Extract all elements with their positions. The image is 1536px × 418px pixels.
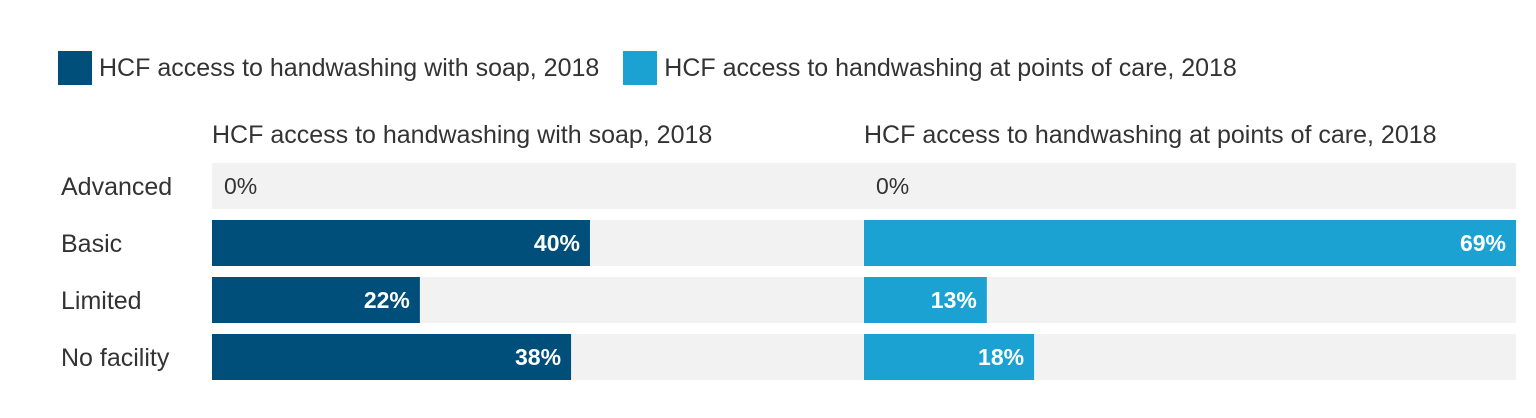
data-label: 13% (931, 287, 977, 313)
category-label: Advanced (61, 173, 172, 201)
category-label: Limited (61, 287, 142, 315)
data-label: 38% (515, 344, 561, 370)
bar (212, 220, 590, 266)
data-label: 0% (224, 173, 257, 199)
bar-track (212, 163, 864, 209)
bar (212, 334, 572, 380)
legend-item-soap: HCF access to handwashing with soap, 201… (58, 51, 599, 85)
legend-item-points-of-care: HCF access to handwashing at points of c… (623, 51, 1237, 85)
data-label: 18% (978, 344, 1024, 370)
legend: HCF access to handwashing with soap, 201… (58, 50, 1261, 86)
panel-title: HCF access to handwashing with soap, 201… (212, 121, 712, 149)
data-label: 22% (364, 287, 410, 313)
legend-label-soap: HCF access to handwashing with soap, 201… (99, 53, 600, 82)
data-label: 69% (1460, 230, 1506, 256)
data-label: 0% (876, 173, 909, 199)
bar (864, 220, 1516, 266)
category-label: Basic (61, 230, 122, 258)
bar (864, 277, 987, 323)
panel-title: HCF access to handwashing at points of c… (864, 121, 1437, 149)
data-label: 40% (534, 230, 580, 256)
category-label: No facility (61, 344, 170, 372)
bar (212, 277, 420, 323)
bar (864, 334, 1035, 380)
legend-swatch-soap (58, 51, 92, 85)
legend-swatch-points-of-care (623, 51, 658, 85)
legend-label-points-of-care: HCF access to handwashing at points of c… (664, 53, 1237, 82)
bar-track (864, 163, 1516, 209)
